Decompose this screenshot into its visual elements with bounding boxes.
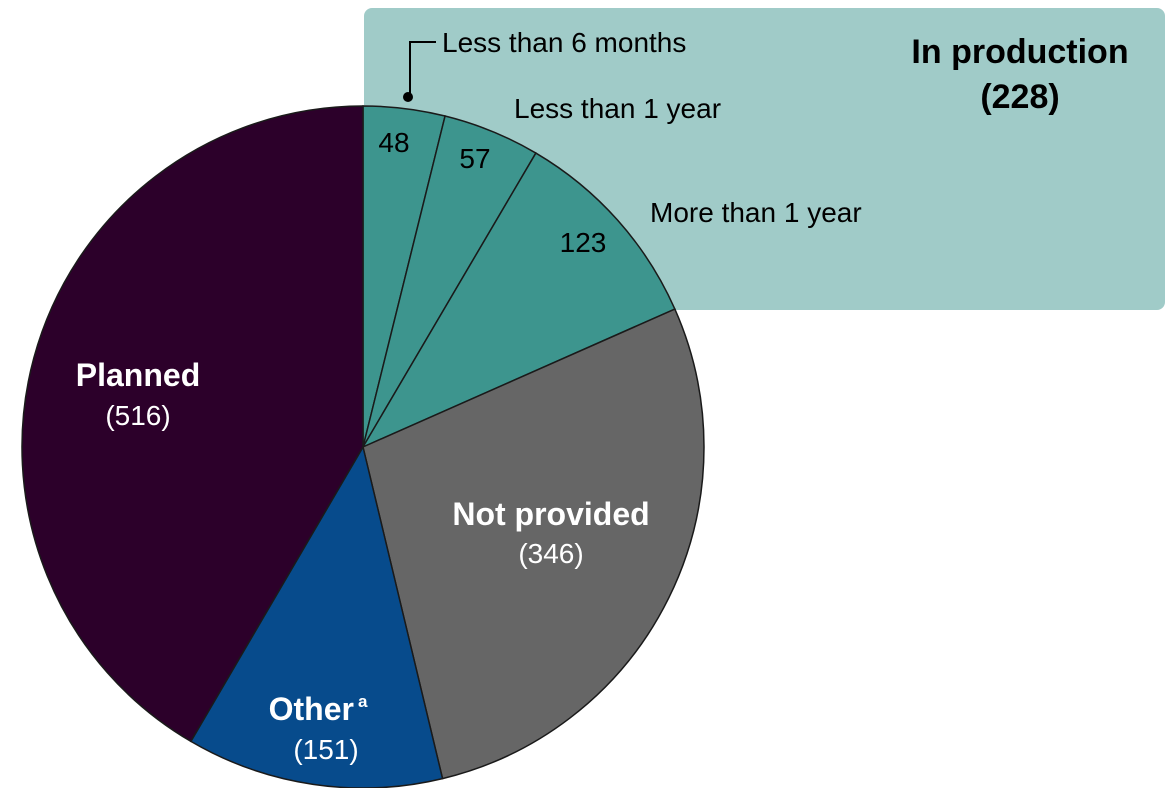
pie-slice-more-than-1-year xyxy=(361,152,676,449)
slice-label-other-text: Other xyxy=(269,691,354,727)
pie-slices xyxy=(21,105,705,788)
slice-label-not-provided: Not provided xyxy=(452,496,649,532)
slice-label-other-superscript: a xyxy=(358,692,368,711)
slice-label-planned: Planned xyxy=(76,357,200,393)
slice-value-not-provided: (346) xyxy=(518,538,583,569)
slice-label-less-than-6-months: Less than 6 months xyxy=(442,27,686,58)
slice-value-less-than-1-year: 57 xyxy=(459,143,490,174)
slice-label-other: Other a xyxy=(269,691,368,727)
leader-line-less-than-6-months xyxy=(409,41,436,96)
slice-value-less-than-6-months: 48 xyxy=(378,127,409,158)
slice-label-more-than-1-year: More than 1 year xyxy=(650,197,862,228)
slice-value-other: (151) xyxy=(293,734,358,765)
leader-dot-less-than-6-months xyxy=(403,92,413,102)
pie-slice-other xyxy=(189,445,444,788)
slice-label-less-than-1-year: Less than 1 year xyxy=(514,93,721,124)
slice-value-more-than-1-year: 123 xyxy=(560,227,607,258)
group-total: (228) xyxy=(980,78,1059,116)
slice-value-planned: (516) xyxy=(105,400,170,431)
group-title: In production xyxy=(911,33,1128,71)
pie-slice-planned xyxy=(21,105,364,743)
pie-slice-not-provided xyxy=(362,308,705,780)
